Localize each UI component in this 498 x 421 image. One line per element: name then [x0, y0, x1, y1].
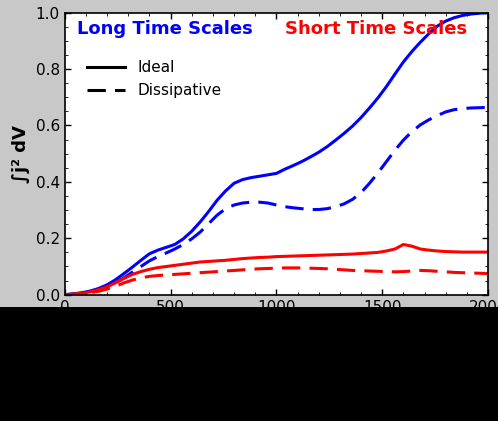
- Text: Long Time Scales: Long Time Scales: [78, 20, 253, 38]
- Text: Short Time Scales: Short Time Scales: [285, 20, 467, 38]
- Y-axis label: ∫j² dV: ∫j² dV: [12, 125, 30, 183]
- X-axis label: Time (s): Time (s): [235, 320, 318, 338]
- Legend: Ideal, Dissipative: Ideal, Dissipative: [81, 54, 228, 104]
